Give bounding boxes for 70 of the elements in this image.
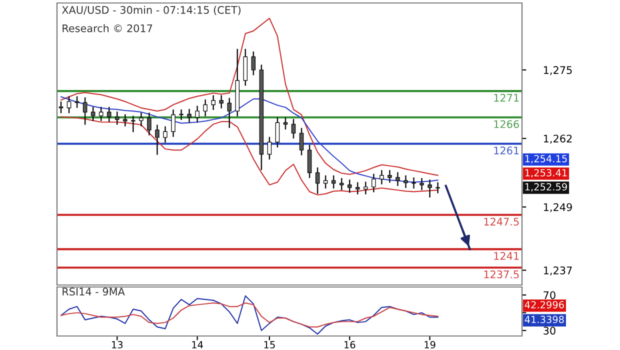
candlestick <box>420 177 424 191</box>
candlestick <box>139 112 144 127</box>
text: 1,254.15 <box>525 154 567 164</box>
candlestick <box>203 98 208 117</box>
text: 41.3398 <box>524 316 564 324</box>
line-series <box>60 116 438 196</box>
candlestick <box>131 115 136 133</box>
y-tick-label: 70 <box>544 291 556 300</box>
candlestick <box>364 181 368 195</box>
candlestick <box>227 97 232 129</box>
candlestick <box>66 96 72 114</box>
text: 1,253.41 <box>525 169 567 178</box>
text: Research © 2017 <box>62 24 152 32</box>
candlestick <box>347 178 352 194</box>
candlestick <box>114 110 120 126</box>
candlestick <box>147 112 152 136</box>
candlestick <box>74 96 80 109</box>
x-tick-label: 13 <box>112 341 123 348</box>
ref-line-label: 1247.5 <box>484 218 519 226</box>
candlestick <box>171 108 176 138</box>
candlestick <box>436 182 440 194</box>
candlestick <box>307 144 312 179</box>
candlestick <box>315 166 320 194</box>
candlestick <box>380 169 384 185</box>
ref-line-label: 1266 <box>494 120 519 128</box>
ref-line-label: 1261 <box>494 146 519 154</box>
ref-line-label: 1271 <box>494 94 519 102</box>
candlestick <box>155 124 160 156</box>
candlestick <box>163 126 168 144</box>
candlestick <box>211 94 216 111</box>
candlestick <box>106 106 112 123</box>
x-tick-label: 19 <box>424 341 436 348</box>
line-series <box>60 302 438 328</box>
candlestick <box>291 118 296 140</box>
chart-title: RSI14 - 9MA <box>62 288 125 296</box>
candlestick <box>243 48 248 86</box>
candlestick <box>219 94 224 110</box>
text: 42.2996 <box>524 301 564 308</box>
candlestick <box>372 173 376 193</box>
ref-line-label: 1237.5 <box>484 270 519 278</box>
ref-line-label: 1241 <box>494 252 519 260</box>
y-tick-label: 1,249 <box>544 203 572 212</box>
candlestick <box>251 50 256 76</box>
candlestick <box>179 108 184 121</box>
candlestick <box>412 176 416 190</box>
x-tick-label: 16 <box>344 341 356 348</box>
x-tick-label: 14 <box>192 341 203 348</box>
line-series <box>444 184 471 250</box>
candlestick <box>428 178 432 198</box>
chart-title: XAU/USD - 30min - 07:14:15 (CET) <box>62 6 241 16</box>
line-series <box>60 18 438 176</box>
x-tick-label: 15 <box>264 341 275 348</box>
y-tick-label: 1,275 <box>544 66 572 76</box>
candlestick <box>339 177 344 191</box>
candlestick <box>404 174 408 189</box>
candlestick <box>299 127 304 156</box>
text: 1,252.59 <box>525 183 567 192</box>
candlestick <box>195 105 200 124</box>
candlestick <box>396 172 400 187</box>
candlestick <box>355 182 360 195</box>
y-tick-label: 1,262 <box>544 134 572 144</box>
candlestick <box>187 108 192 124</box>
candlestick <box>388 169 392 184</box>
y-tick-label: 30 <box>544 326 556 335</box>
candlestick <box>82 96 88 126</box>
y-tick-label: 1,237 <box>544 266 572 276</box>
candlestick <box>267 136 272 160</box>
candlestick <box>122 114 128 127</box>
candlestick <box>275 116 280 148</box>
line-series <box>60 295 438 335</box>
